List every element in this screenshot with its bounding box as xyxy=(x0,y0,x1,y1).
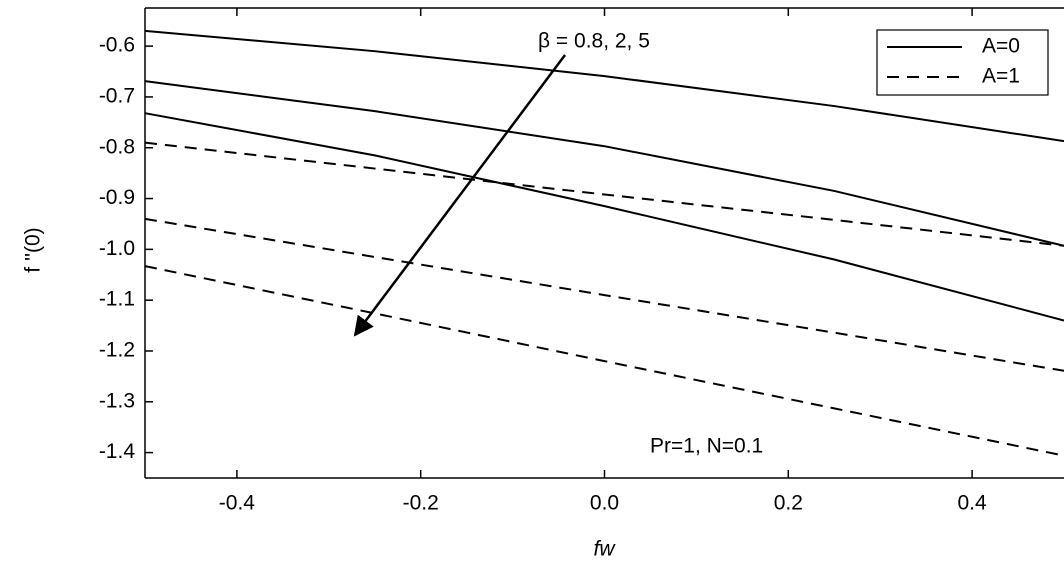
legend-label: A=1 xyxy=(982,65,1020,88)
annotation: Pr=1, N=0.1 xyxy=(650,435,763,458)
y-tick-label: -1.1 xyxy=(99,288,135,311)
x-tick-label: 0.2 xyxy=(774,492,803,515)
x-tick-label: -0.2 xyxy=(403,492,439,515)
arrow xyxy=(355,55,565,335)
y-tick-label: -1.0 xyxy=(99,237,135,260)
y-tick-label: -0.9 xyxy=(99,186,135,209)
x-tick-label: 0.0 xyxy=(590,492,619,515)
annotation: β = 0.8, 2, 5 xyxy=(538,30,650,53)
chart: f ''(0) fw β = 0.8, 2, 5 Pr=1, N=0.1 -0.… xyxy=(0,0,1064,568)
y-tick-label: -1.2 xyxy=(99,339,135,362)
series-line xyxy=(145,113,1064,320)
series-line xyxy=(145,81,1064,246)
legend-label: A=0 xyxy=(982,35,1020,58)
y-axis-label: f ''(0) xyxy=(22,227,45,272)
y-tick-label: -1.4 xyxy=(99,440,136,463)
page: {"chart_data": { "type": "line", "x_labe… xyxy=(0,0,1064,568)
y-tick-label: -1.3 xyxy=(99,389,135,412)
x-axis-label: fw xyxy=(594,538,617,561)
x-tick-label: 0.4 xyxy=(957,492,987,515)
legend-box xyxy=(877,30,1048,95)
y-tick-label: -0.6 xyxy=(99,34,135,57)
x-tick-label: -0.4 xyxy=(219,492,256,515)
series-line xyxy=(145,143,1064,246)
y-tick-label: -0.8 xyxy=(99,135,135,158)
y-tick-label: -0.7 xyxy=(99,84,135,107)
